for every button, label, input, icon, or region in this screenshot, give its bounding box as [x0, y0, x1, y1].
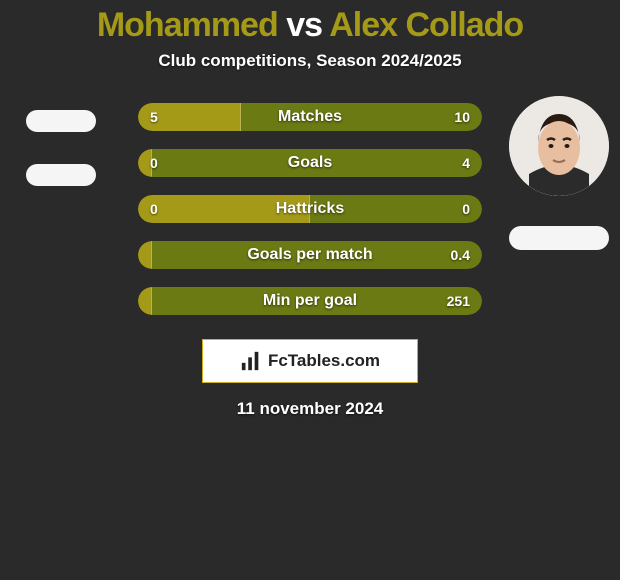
subtitle: Club competitions, Season 2024/2025: [0, 51, 620, 71]
bar-row: 0.4Goals per match: [138, 241, 482, 269]
bar-label: Goals: [138, 149, 482, 177]
bar-label: Matches: [138, 103, 482, 131]
bar-label: Goals per match: [138, 241, 482, 269]
bar-row: 510Matches: [138, 103, 482, 131]
player-right-avatar: [509, 96, 609, 196]
title-right: Alex Collado: [329, 6, 523, 44]
bar-label: Min per goal: [138, 287, 482, 315]
player-left-name-pill: [26, 164, 96, 186]
player-left-avatar-placeholder: [26, 110, 96, 132]
bar-label: Hattricks: [138, 195, 482, 223]
player-left-column: [6, 96, 116, 186]
title-left: Mohammed: [97, 6, 278, 44]
bar-row: 251Min per goal: [138, 287, 482, 315]
date-line: 11 november 2024: [0, 399, 620, 419]
title-vs: vs: [286, 6, 322, 44]
bar-row: 00Hattricks: [138, 195, 482, 223]
bars-chart-icon: [240, 350, 262, 372]
player-right-name-pill: [509, 226, 609, 250]
face-icon: [509, 96, 609, 196]
player-right-column: [504, 96, 614, 250]
comparison-bars: 510Matches 04Goals 00Hattricks 0.4Goals per…: [138, 103, 482, 315]
brand-text: FcTables.com: [268, 351, 380, 371]
comparison-area: 510Matches 04Goals 00Hattricks 0.4Goals per…: [0, 103, 620, 315]
page-title: Mohammed vs Alex Collado: [0, 0, 620, 45]
bar-row: 04Goals: [138, 149, 482, 177]
brand-box: FcTables.com: [202, 339, 418, 383]
